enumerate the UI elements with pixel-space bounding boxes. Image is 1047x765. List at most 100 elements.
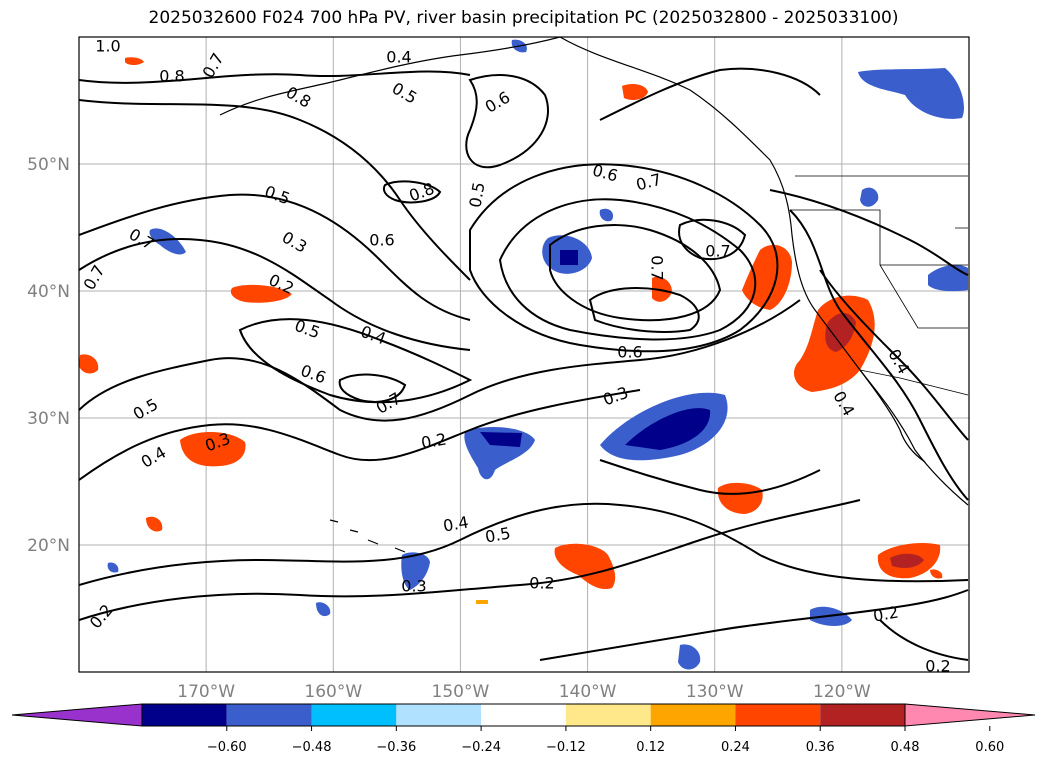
- latitude-ticks: 50°N 40°N 30°N 20°N: [27, 155, 70, 556]
- contour-label: 0.6: [369, 231, 394, 250]
- contour-label: 0.5: [465, 181, 488, 209]
- pv-contour: [79, 299, 801, 422]
- colorbar-tick-label: 0.24: [721, 740, 750, 755]
- lon-tick-label: 120°W: [813, 682, 871, 702]
- colorbar-bin: [226, 704, 312, 726]
- precip-patch: [230, 284, 292, 303]
- precip-patch: [107, 562, 119, 573]
- colorbar-bin: [565, 704, 651, 726]
- precip-patch: [401, 552, 430, 590]
- lat-tick-label: 20°N: [27, 536, 70, 556]
- pv-contour: [469, 163, 779, 353]
- contour-label: 0.3: [600, 383, 630, 410]
- precip-patch: [930, 569, 943, 579]
- contour-label: 0.7: [648, 255, 667, 280]
- contour-label: 0.8: [159, 67, 184, 86]
- contour-label: 0.2: [529, 574, 554, 593]
- contour-label: 0.6: [617, 343, 642, 362]
- colorbar-bin: [311, 704, 397, 726]
- precip-patch: [860, 187, 879, 207]
- pv-contour: [382, 180, 442, 204]
- pv-contour: [498, 198, 757, 341]
- map-content: [79, 37, 969, 670]
- state-lines: [790, 209, 968, 329]
- lat-tick-label: 50°N: [27, 155, 70, 175]
- contour-label: 0.4: [138, 443, 170, 472]
- precip-patch: [717, 482, 763, 514]
- colorbar-outline: [141, 703, 906, 727]
- pv-contour: [789, 209, 969, 501]
- precip-patch: [858, 68, 965, 119]
- longitude-ticks: 170°W 160°W 150°W 140°W 130°W 120°W: [177, 682, 871, 702]
- pv-contour: [79, 238, 471, 351]
- contour-label: 0.5: [262, 182, 292, 209]
- colorbar-tick-label: 0.12: [636, 740, 665, 755]
- precip-patch: [599, 208, 614, 222]
- pv-contour: [549, 224, 722, 322]
- contour-label: 1.0: [95, 37, 120, 56]
- lon-tick-label: 170°W: [177, 682, 235, 702]
- pv-contour: [238, 318, 473, 404]
- precip-patch: [149, 228, 186, 255]
- precip-patch: [825, 313, 856, 352]
- contour-label: 0.8: [406, 179, 436, 206]
- precip-patch: [928, 264, 968, 292]
- precip-patch: [625, 408, 711, 450]
- contour-label: 0.5: [130, 395, 162, 424]
- pv-contour: [79, 389, 641, 481]
- colorbar-bin: [142, 704, 227, 726]
- precip-patch: [652, 276, 672, 302]
- pv-contour: [338, 373, 407, 403]
- lat-tick-label: 30°N: [27, 409, 70, 429]
- pv-contour: [79, 193, 471, 321]
- contour-label: 0.5: [389, 79, 421, 108]
- colorbar-bin: [735, 704, 821, 726]
- contour-label: 0.4: [829, 388, 858, 420]
- contour-label: 0.4: [442, 512, 470, 535]
- contour-label: 0.4: [358, 322, 388, 349]
- borders: [790, 175, 969, 396]
- precip-patch: [125, 57, 144, 65]
- map-title: 2025032600 F024 700 hPa PV, river basin …: [148, 8, 899, 28]
- colorbar-extend-low: [11, 703, 143, 727]
- colorbar-bin: [820, 704, 905, 726]
- colorbar-tick-label: −0.48: [292, 740, 332, 755]
- contour-label: 0.2: [420, 429, 448, 452]
- contour-label: 0.2: [872, 602, 900, 625]
- coastlines: [219, 37, 969, 553]
- colorbar-bin: [650, 704, 736, 726]
- precip-patch: [180, 431, 246, 467]
- precip-patch: [476, 600, 488, 604]
- precip-patch: [146, 516, 163, 532]
- colorbar-tick-label: 0.48: [891, 740, 920, 755]
- contour-label: 0.7: [705, 242, 730, 261]
- colorbar-tick-label: −0.60: [207, 740, 247, 755]
- precip-patch: [554, 543, 616, 590]
- pv-contour: [79, 502, 969, 586]
- contour-label: 0.4: [386, 48, 411, 67]
- pv-contour: [79, 499, 861, 621]
- precip-negative-patches: [107, 39, 968, 670]
- precip-patch: [79, 354, 99, 374]
- pv-contours: [79, 67, 969, 661]
- pv-contour: [678, 218, 747, 260]
- pv-contour: [769, 189, 969, 276]
- map-frame: [78, 36, 970, 673]
- precip-positive-patches: [79, 57, 943, 604]
- precip-patch: [622, 84, 648, 100]
- colorbar-tick-label: 0.36: [806, 740, 835, 755]
- baja-peninsula-coast: [859, 369, 926, 463]
- contour-label: 0.6: [482, 88, 514, 117]
- pv-contour: [599, 67, 821, 121]
- colorbar-bin: [481, 704, 566, 726]
- colorbar-bin: [396, 704, 482, 726]
- alaska-coast: [219, 37, 561, 116]
- lon-tick-label: 160°W: [304, 682, 362, 702]
- contour-label: 0.5: [292, 316, 322, 343]
- lon-tick-label: 140°W: [559, 682, 617, 702]
- precip-patch: [480, 432, 522, 447]
- contour-label: 0.5: [484, 523, 512, 546]
- north-america-coast: [559, 37, 969, 506]
- lon-tick-label: 130°W: [686, 682, 744, 702]
- pv-contour: [539, 589, 969, 661]
